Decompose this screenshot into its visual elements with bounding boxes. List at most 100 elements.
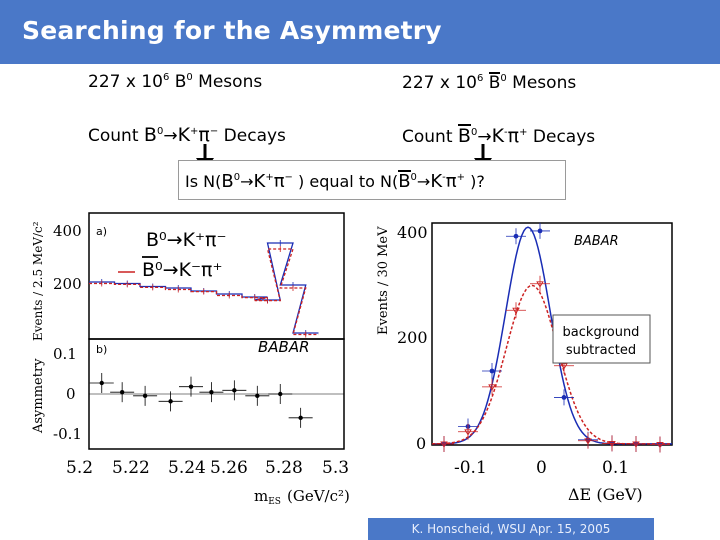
right-count-B-sup: 0 bbox=[470, 127, 478, 138]
right-count-text: Count B0→K-π+ Decays bbox=[402, 124, 596, 147]
left-count-pi: π bbox=[198, 124, 210, 146]
right-count-prefix: Count bbox=[402, 127, 458, 147]
right-count-suffix: Decays bbox=[527, 127, 596, 147]
de-point-kbarpi bbox=[536, 281, 544, 288]
ytick--0.1: -0.1 bbox=[53, 425, 82, 443]
right-sample-exp: 6 bbox=[476, 73, 484, 84]
xtick-5.22: 5.22 bbox=[112, 458, 150, 478]
asym-point bbox=[142, 393, 148, 399]
right-chart-frame bbox=[431, 222, 673, 446]
xtick-5.28: 5.28 bbox=[265, 458, 303, 478]
left-sample-tail: Mesons bbox=[192, 72, 263, 92]
left-sample-count: 227 x 10 bbox=[88, 72, 163, 92]
de-point-kbarpi bbox=[560, 363, 568, 370]
asym-point bbox=[278, 391, 283, 397]
left-sample-meson-sup: 0 bbox=[186, 72, 193, 83]
question-box: Is N(B0→K+π− ) equal to N(B0→K-π+ )? bbox=[178, 160, 566, 200]
xtick-5.24: 5.24 bbox=[168, 458, 206, 478]
panel-b-label: b) bbox=[96, 343, 107, 356]
question-suffix: )? bbox=[464, 172, 485, 191]
asym-point bbox=[255, 393, 260, 399]
left-xlabel-sub: ES bbox=[268, 497, 281, 507]
left-count-B-sup: 0 bbox=[156, 126, 164, 137]
de-point-kpi bbox=[489, 368, 495, 374]
de-point-kbarpi bbox=[464, 429, 472, 436]
asym-point bbox=[99, 380, 104, 386]
xtick-5.26: 5.26 bbox=[210, 458, 248, 478]
legend-b0-kpi: B⁰→K⁺π⁻ bbox=[146, 229, 227, 251]
question-text: Is N(B0→K+π− ) equal to N(B0→K-π+ )? bbox=[185, 170, 485, 192]
question-B1: B bbox=[221, 171, 234, 192]
de-point-kbarpi bbox=[584, 438, 592, 445]
right-watermark: BABAR bbox=[574, 234, 619, 249]
question-B2: B bbox=[398, 170, 411, 192]
left-xlabel: mES (GeV/c²) bbox=[254, 487, 350, 507]
left-chart-marks bbox=[89, 240, 319, 428]
question-prefix: Is N( bbox=[185, 172, 222, 191]
right-xlabel: ΔE (GeV) bbox=[568, 485, 643, 504]
left-count-K-sup: + bbox=[190, 126, 199, 137]
right-count-K-sup: - bbox=[504, 127, 508, 138]
de-point-kbarpi bbox=[488, 384, 496, 391]
ytick-400: 400 bbox=[53, 222, 82, 240]
question-K1: K bbox=[253, 171, 266, 192]
left-count-K: K bbox=[177, 124, 191, 146]
question-pi1-sup: − bbox=[284, 172, 293, 183]
right-count-pi-sup: + bbox=[519, 127, 528, 138]
question-K1-sup: + bbox=[265, 172, 274, 183]
xtick-5.3: 5.3 bbox=[322, 458, 349, 478]
de-point-kpi bbox=[561, 395, 567, 400]
xtick-5.2: 5.2 bbox=[66, 458, 93, 478]
right-count-pi: π bbox=[507, 125, 520, 147]
note-line-1: background bbox=[563, 325, 640, 340]
question-mid: ) equal to N( bbox=[292, 172, 399, 191]
left-count-prefix: Count bbox=[88, 126, 144, 146]
de-point-kpi bbox=[513, 233, 519, 239]
footer: K. Honscheid, WSU Apr. 15, 2005 bbox=[368, 518, 654, 540]
asym-point bbox=[298, 415, 303, 421]
left-watermark: BABAR bbox=[258, 338, 310, 356]
title-bar: Searching for the Asymmetry bbox=[0, 0, 720, 64]
left-ylabel-bottom: Asymmetry bbox=[31, 358, 46, 434]
slide-title: Searching for the Asymmetry bbox=[22, 16, 442, 45]
left-xlabel-main: m bbox=[254, 487, 268, 505]
right-sample-meson: B bbox=[488, 72, 501, 93]
de-point-kpi bbox=[537, 228, 543, 234]
right-ytick-0: 0 bbox=[416, 434, 426, 453]
right-sample-count: 227 x 10 bbox=[402, 73, 477, 93]
ytick-0: 0 bbox=[66, 385, 76, 403]
de-point-kbarpi bbox=[512, 307, 520, 315]
right-xtick--0.1: -0.1 bbox=[454, 458, 487, 478]
right-count-K: K bbox=[491, 125, 505, 147]
right-chart: Events / 30 MeV 400 200 0 -0.1 0 0.1 ΔE … bbox=[376, 222, 673, 504]
left-count-pi-sup: − bbox=[209, 126, 219, 137]
left-sample-meson: B bbox=[174, 72, 187, 92]
question-pi2: π bbox=[445, 171, 457, 192]
right-count-B: B bbox=[457, 124, 471, 147]
right-ytick-400: 400 bbox=[397, 223, 428, 242]
de-point-kbarpi bbox=[440, 441, 448, 448]
question-pi2-sup: + bbox=[456, 172, 465, 183]
left-chart: a) b) B⁰→K⁺π⁻ B⁰→K⁻π⁺ BABAR Events / 2.5… bbox=[31, 212, 350, 507]
question-B2-sup: 0 bbox=[410, 172, 417, 183]
legend-b0bar-kpi: B⁰→K⁻π⁺ bbox=[142, 259, 223, 281]
right-sample-meson-sup: 0 bbox=[500, 73, 507, 84]
left-xlabel-units: (GeV/c²) bbox=[287, 487, 350, 505]
panel-a-label: a) bbox=[96, 225, 107, 238]
left-count-text: Count B0→K+π− Decays bbox=[88, 124, 286, 146]
right-chart-marks bbox=[431, 222, 672, 453]
left-ylabel-top: Events / 2.5 MeV/c² bbox=[31, 221, 45, 341]
left-sample-exp: 6 bbox=[162, 72, 170, 83]
question-B1-sup: 0 bbox=[233, 172, 241, 183]
question-K2-sup: - bbox=[442, 172, 446, 183]
de-point-kbarpi bbox=[656, 442, 664, 449]
asym-point bbox=[232, 388, 237, 393]
asym-point bbox=[119, 389, 125, 395]
left-sample-text: 227 x 106 B0 Mesons bbox=[88, 72, 262, 92]
asym-point bbox=[188, 384, 194, 389]
note-box bbox=[552, 314, 651, 364]
question-pi1: π bbox=[273, 171, 285, 192]
ytick-200: 200 bbox=[53, 275, 82, 293]
de-point-kbarpi bbox=[608, 440, 616, 448]
right-ylabel: Events / 30 MeV bbox=[376, 226, 391, 335]
